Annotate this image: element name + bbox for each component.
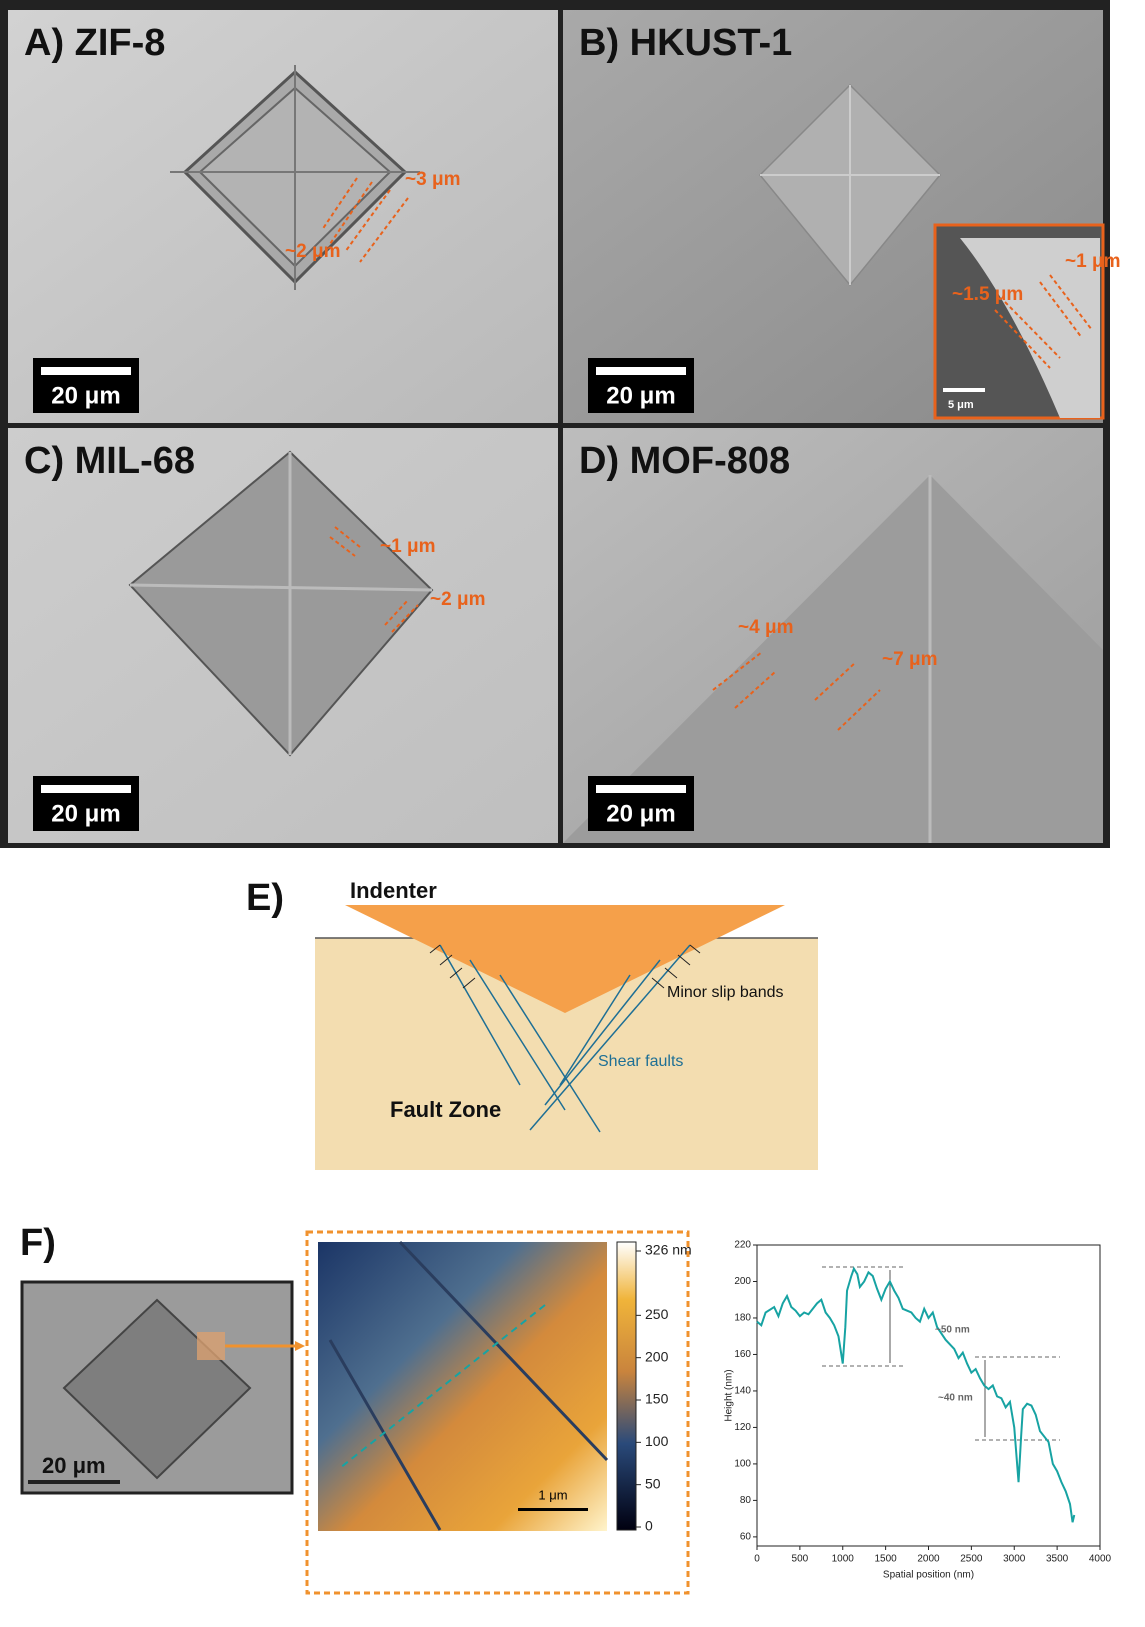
scale-bar-label: 20 μm bbox=[606, 800, 675, 827]
annotation: ~7 μm bbox=[882, 649, 937, 670]
slip-marker bbox=[994, 274, 1093, 369]
colorbar-label: 326 nm bbox=[645, 1242, 692, 1258]
x-tick-label: 0 bbox=[754, 1554, 760, 1565]
panel-label: C) MIL-68 bbox=[24, 440, 195, 482]
slip-marker bbox=[329, 526, 419, 633]
slip-band bbox=[429, 944, 701, 989]
annotation: ~1.5 μm bbox=[952, 284, 1023, 305]
x-tick-label: 2500 bbox=[960, 1554, 983, 1565]
colorbar bbox=[616, 1241, 637, 1531]
colorbar-label: 250 bbox=[645, 1306, 669, 1322]
fault-line bbox=[328, 1240, 609, 1531]
scale-bar bbox=[518, 1508, 588, 1511]
panel-label: A) ZIF-8 bbox=[24, 22, 165, 64]
scale-bar bbox=[28, 1480, 120, 1484]
scale-bar bbox=[596, 785, 686, 793]
colorbar-label: 200 bbox=[645, 1348, 669, 1364]
x-tick-label: 1500 bbox=[875, 1554, 898, 1565]
annotation: ~2 μm bbox=[430, 589, 485, 610]
panel-label: B) HKUST-1 bbox=[579, 22, 792, 64]
annotation: ~2 μm bbox=[285, 241, 340, 262]
inset-scale-label: 5 μm bbox=[948, 399, 974, 411]
y-tick-label: 200 bbox=[734, 1276, 751, 1287]
zone-label: Fault Zone bbox=[390, 1097, 501, 1122]
annotation: ~4 μm bbox=[738, 617, 793, 638]
crack bbox=[129, 583, 433, 592]
fault-label: Shear faults bbox=[598, 1053, 683, 1070]
x-tick-label: 4000 bbox=[1089, 1554, 1112, 1565]
colorbar-label: 50 bbox=[645, 1475, 661, 1491]
scale-bar bbox=[41, 367, 131, 375]
colorbar-label: 0 bbox=[645, 1518, 653, 1534]
colorbar-label: 150 bbox=[645, 1391, 669, 1407]
scale-bar-label: 1 μm bbox=[538, 1487, 567, 1502]
annotation-arrow bbox=[889, 1270, 986, 1437]
scale-bar-label: 20 μm bbox=[42, 1453, 106, 1478]
annotation: ~40 nm bbox=[938, 1393, 973, 1404]
y-tick-label: 160 bbox=[734, 1349, 751, 1360]
x-tick-label: 2000 bbox=[917, 1554, 940, 1565]
panel-label: D) MOF-808 bbox=[579, 440, 790, 482]
x-axis-label: Spatial position (nm) bbox=[883, 1570, 974, 1581]
scale-bar-label: 20 μm bbox=[606, 382, 675, 409]
annotation: ~3 μm bbox=[405, 169, 460, 190]
slip-marker bbox=[321, 177, 409, 263]
annotation-guide bbox=[822, 1266, 1060, 1441]
annotation: ~1 μm bbox=[1065, 251, 1120, 272]
scale-bar bbox=[41, 785, 131, 793]
scale-bar bbox=[596, 367, 686, 375]
indenter bbox=[345, 905, 785, 1013]
panel-label: F) bbox=[20, 1222, 56, 1264]
x-tick-label: 500 bbox=[792, 1554, 809, 1565]
x-tick-label: 3500 bbox=[1046, 1554, 1069, 1565]
shear-fault bbox=[439, 944, 691, 1133]
annotation: ~50 nm bbox=[935, 1325, 970, 1336]
plot-frame bbox=[756, 1244, 1101, 1547]
afm-map bbox=[318, 1242, 607, 1531]
profile-line bbox=[756, 1266, 1076, 1523]
annotation: ~1 μm bbox=[380, 536, 435, 557]
colorbar-label: 100 bbox=[645, 1433, 669, 1449]
y-tick-label: 100 bbox=[734, 1459, 751, 1470]
panel-label: E) bbox=[246, 877, 284, 919]
y-tick-label: 120 bbox=[734, 1422, 751, 1433]
scale-bar-label: 20 μm bbox=[51, 382, 120, 409]
y-tick-label: 60 bbox=[740, 1532, 752, 1543]
indent bbox=[563, 475, 1103, 843]
y-axis-label: Height (nm) bbox=[724, 1369, 735, 1421]
arrow-head bbox=[295, 1341, 305, 1351]
profile-line bbox=[339, 1304, 546, 1469]
x-tick-label: 1000 bbox=[832, 1554, 855, 1565]
indenter-label: Indenter bbox=[350, 878, 437, 903]
slip-marker bbox=[712, 651, 881, 731]
slip-label: Minor slip bands bbox=[667, 984, 784, 1001]
y-tick-label: 140 bbox=[734, 1386, 751, 1397]
selection bbox=[197, 1332, 225, 1360]
inset-scale-bar bbox=[943, 388, 985, 392]
x-tick-label: 3000 bbox=[1003, 1554, 1026, 1565]
scale-bar-label: 20 μm bbox=[51, 800, 120, 827]
y-tick-label: 220 bbox=[734, 1240, 751, 1251]
zoom-frame bbox=[305, 1230, 690, 1595]
y-tick-label: 80 bbox=[740, 1495, 752, 1506]
y-tick-label: 180 bbox=[734, 1313, 751, 1324]
